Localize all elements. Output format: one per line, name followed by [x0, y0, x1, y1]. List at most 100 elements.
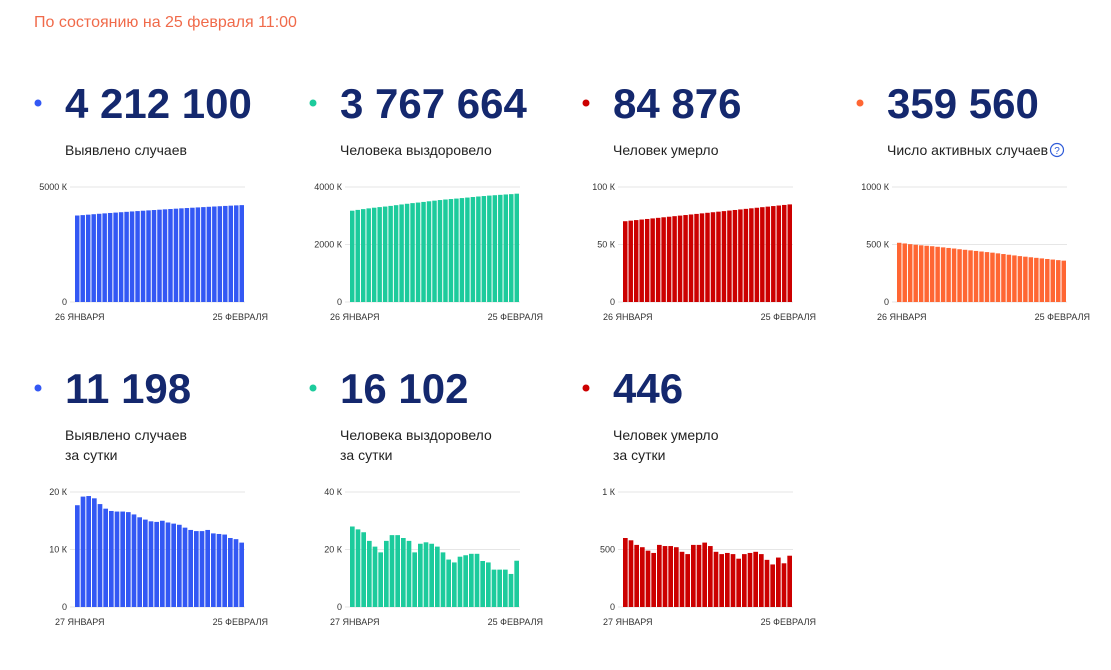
y-tick-label: 5000 К — [39, 182, 68, 192]
x-tick-label: 25 ФЕВРАЛЯ — [488, 617, 543, 627]
y-tick-label: 40 К — [324, 487, 343, 497]
bar — [1023, 256, 1028, 302]
bar — [114, 511, 120, 607]
y-tick-label: 0 — [337, 297, 342, 307]
y-tick-label: 0 — [62, 297, 67, 307]
bar — [770, 564, 775, 607]
y-tick-label: 50 К — [597, 240, 616, 250]
bar — [708, 546, 713, 607]
bar — [902, 243, 907, 302]
bar — [360, 209, 366, 302]
bar — [1034, 257, 1039, 302]
bar — [372, 546, 378, 607]
bar — [165, 522, 171, 607]
bar — [440, 552, 446, 607]
y-tick-label: 20 К — [324, 545, 343, 555]
bar — [92, 498, 97, 607]
bar — [195, 207, 201, 302]
bar — [749, 208, 754, 302]
bar — [984, 252, 990, 302]
bar — [140, 210, 146, 302]
bar — [102, 213, 107, 302]
bar — [753, 551, 758, 607]
bar — [135, 211, 140, 302]
bar — [679, 551, 685, 607]
bar — [918, 245, 924, 302]
bar — [503, 194, 509, 302]
bar — [415, 202, 421, 302]
bar — [470, 197, 476, 302]
bar — [205, 529, 210, 607]
bar — [634, 544, 639, 607]
bar — [776, 557, 781, 607]
bar — [691, 544, 696, 607]
bar — [371, 207, 377, 302]
status-dot — [582, 384, 590, 392]
bar — [951, 248, 957, 302]
bar — [743, 208, 749, 302]
bar — [199, 531, 205, 607]
bar — [497, 569, 502, 607]
bar — [395, 535, 400, 607]
bar — [935, 246, 940, 302]
bar — [491, 569, 497, 607]
bar — [437, 200, 443, 302]
x-tick-label: 25 ФЕВРАЛЯ — [213, 617, 268, 627]
bar — [640, 547, 645, 607]
bar — [1045, 258, 1050, 302]
bar — [75, 505, 80, 607]
bar — [80, 496, 86, 607]
bar — [173, 208, 179, 302]
bar — [448, 199, 454, 302]
bar — [126, 512, 131, 607]
bar — [384, 540, 389, 607]
metric-label: за сутки — [340, 447, 392, 463]
bar — [623, 221, 628, 302]
bar — [151, 210, 157, 302]
bar — [661, 217, 666, 302]
x-tick-label: 27 ЯНВАРЯ — [55, 617, 105, 627]
bar — [946, 247, 951, 302]
bar — [446, 559, 451, 607]
bar — [75, 215, 80, 302]
x-tick-label: 26 ЯНВАРЯ — [603, 312, 653, 322]
bar — [623, 538, 628, 607]
bar — [435, 546, 440, 607]
bar — [423, 542, 429, 607]
x-tick-label: 25 ФЕВРАЛЯ — [213, 312, 268, 322]
metric-label: за сутки — [65, 447, 117, 463]
bar — [514, 560, 519, 607]
bar — [443, 199, 448, 302]
bar — [633, 220, 639, 302]
metric-label: Выявлено случаев — [65, 142, 187, 158]
bar — [727, 210, 732, 302]
bar — [206, 206, 212, 302]
status-dot — [582, 99, 590, 107]
bar — [378, 552, 383, 607]
bar — [412, 552, 417, 607]
x-tick-label: 25 ФЕВРАЛЯ — [761, 312, 816, 322]
bar — [177, 524, 182, 607]
y-tick-label: 0 — [610, 602, 615, 612]
bar — [223, 205, 228, 302]
bar — [897, 242, 902, 302]
bar — [481, 196, 487, 302]
bar — [732, 209, 738, 302]
bar — [222, 534, 227, 607]
metric-label: Человек умерло — [613, 142, 719, 158]
bar — [234, 205, 239, 302]
bar — [239, 205, 244, 302]
metric-label: Число активных случаев — [887, 142, 1048, 158]
bar — [239, 542, 244, 607]
bar — [97, 504, 103, 607]
header: По состоянию на 25 февраля 11:00 — [34, 14, 297, 31]
bar — [725, 552, 730, 607]
bar — [148, 521, 154, 607]
bar — [907, 244, 913, 302]
bar — [131, 514, 137, 607]
bar — [508, 573, 514, 607]
bar — [129, 211, 135, 302]
y-tick-label: 1000 К — [861, 182, 890, 192]
bar — [628, 540, 634, 607]
